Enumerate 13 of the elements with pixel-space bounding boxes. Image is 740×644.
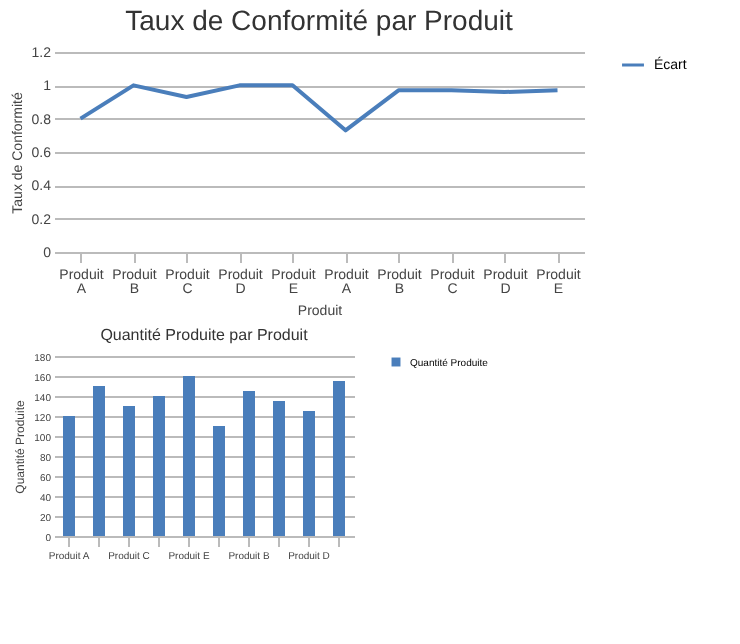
chart-title: Quantité Produite par Produit [100, 326, 310, 344]
line-series [78, 83, 560, 133]
bar [183, 376, 195, 536]
bar [213, 426, 225, 536]
bar [93, 386, 105, 536]
bar [63, 416, 75, 536]
bar [153, 396, 165, 536]
bar [333, 381, 345, 536]
bar [123, 406, 135, 536]
bar [303, 411, 315, 536]
chart-title: Taux de Conformité par Produit [125, 4, 513, 36]
bar [273, 401, 285, 536]
bar [243, 391, 255, 536]
